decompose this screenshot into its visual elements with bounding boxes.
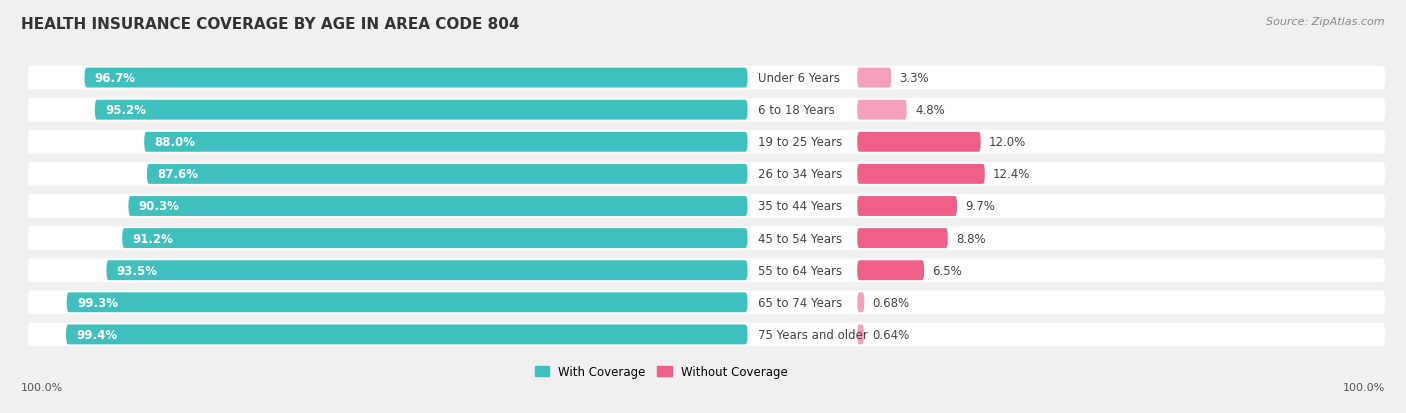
Text: 90.3%: 90.3% xyxy=(139,200,180,213)
Text: 9.7%: 9.7% xyxy=(966,200,995,213)
Text: 55 to 64 Years: 55 to 64 Years xyxy=(758,264,842,277)
Text: 4.8%: 4.8% xyxy=(915,104,945,117)
Text: 88.0%: 88.0% xyxy=(155,136,195,149)
FancyBboxPatch shape xyxy=(94,100,748,120)
Text: Source: ZipAtlas.com: Source: ZipAtlas.com xyxy=(1267,17,1385,26)
FancyBboxPatch shape xyxy=(858,293,865,313)
FancyBboxPatch shape xyxy=(128,197,748,216)
Text: 45 to 54 Years: 45 to 54 Years xyxy=(758,232,842,245)
Text: 0.64%: 0.64% xyxy=(872,328,910,341)
Text: 75 Years and older: 75 Years and older xyxy=(758,328,868,341)
FancyBboxPatch shape xyxy=(66,293,748,313)
FancyBboxPatch shape xyxy=(858,69,891,88)
FancyBboxPatch shape xyxy=(28,323,1385,347)
Text: 91.2%: 91.2% xyxy=(132,232,173,245)
FancyBboxPatch shape xyxy=(28,163,1385,186)
FancyBboxPatch shape xyxy=(858,164,984,184)
Text: 19 to 25 Years: 19 to 25 Years xyxy=(758,136,842,149)
Text: 12.4%: 12.4% xyxy=(993,168,1031,181)
FancyBboxPatch shape xyxy=(122,229,748,249)
Text: 0.68%: 0.68% xyxy=(873,296,910,309)
FancyBboxPatch shape xyxy=(145,133,748,152)
FancyBboxPatch shape xyxy=(84,69,748,88)
FancyBboxPatch shape xyxy=(858,325,863,344)
FancyBboxPatch shape xyxy=(28,99,1385,122)
Legend: With Coverage, Without Coverage: With Coverage, Without Coverage xyxy=(530,360,793,383)
Text: 99.4%: 99.4% xyxy=(76,328,118,341)
Text: HEALTH INSURANCE COVERAGE BY AGE IN AREA CODE 804: HEALTH INSURANCE COVERAGE BY AGE IN AREA… xyxy=(21,17,520,31)
Text: 65 to 74 Years: 65 to 74 Years xyxy=(758,296,842,309)
Text: 6 to 18 Years: 6 to 18 Years xyxy=(758,104,835,117)
Text: Under 6 Years: Under 6 Years xyxy=(758,72,839,85)
Text: 12.0%: 12.0% xyxy=(988,136,1026,149)
FancyBboxPatch shape xyxy=(28,227,1385,250)
Text: 26 to 34 Years: 26 to 34 Years xyxy=(758,168,842,181)
FancyBboxPatch shape xyxy=(28,291,1385,314)
Text: 87.6%: 87.6% xyxy=(157,168,198,181)
FancyBboxPatch shape xyxy=(858,133,981,152)
Text: 8.8%: 8.8% xyxy=(956,232,986,245)
Text: 96.7%: 96.7% xyxy=(94,72,136,85)
FancyBboxPatch shape xyxy=(28,259,1385,282)
FancyBboxPatch shape xyxy=(858,197,957,216)
FancyBboxPatch shape xyxy=(858,261,924,280)
FancyBboxPatch shape xyxy=(858,100,907,120)
FancyBboxPatch shape xyxy=(66,325,748,344)
FancyBboxPatch shape xyxy=(28,66,1385,90)
Text: 95.2%: 95.2% xyxy=(105,104,146,117)
FancyBboxPatch shape xyxy=(28,195,1385,218)
Text: 3.3%: 3.3% xyxy=(900,72,929,85)
Text: 35 to 44 Years: 35 to 44 Years xyxy=(758,200,842,213)
Text: 100.0%: 100.0% xyxy=(21,382,63,392)
FancyBboxPatch shape xyxy=(28,131,1385,154)
Text: 99.3%: 99.3% xyxy=(77,296,118,309)
Text: 93.5%: 93.5% xyxy=(117,264,157,277)
FancyBboxPatch shape xyxy=(858,229,948,249)
FancyBboxPatch shape xyxy=(146,164,748,184)
Text: 6.5%: 6.5% xyxy=(932,264,962,277)
Text: 100.0%: 100.0% xyxy=(1343,382,1385,392)
FancyBboxPatch shape xyxy=(107,261,748,280)
